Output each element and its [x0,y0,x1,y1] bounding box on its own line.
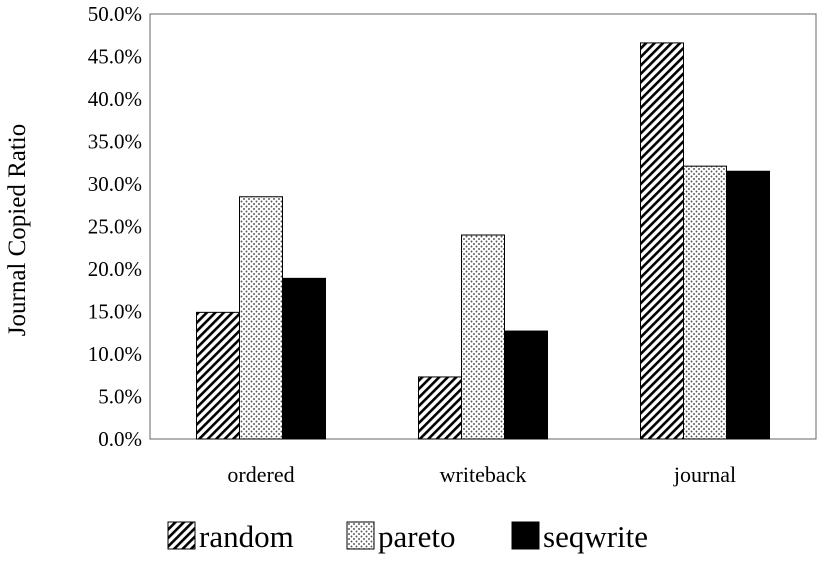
legend-swatch-seqwrite [511,521,540,550]
bars-group [196,42,770,440]
y-tick-label: 40.0% [88,87,142,111]
x-category-label: writeback [440,462,527,487]
y-axis-ticks: 0.0% 5.0% 10.0% 15.0% 20.0% 25.0% 30.0% 35.0% 40… [88,2,142,451]
x-category-label: journal [673,462,736,487]
legend-label-random: random [199,519,294,554]
legend-swatch-pareto [346,521,375,550]
y-tick-label: 5.0% [98,385,142,409]
y-tick-label: 10.0% [88,342,142,366]
x-category-label: ordered [227,462,294,487]
bar-pareto-journal [683,165,727,440]
legend-label-seqwrite: seqwrite [543,519,648,554]
y-tick-label: 25.0% [88,215,142,239]
y-axis-label: Journal Copied Ratio [4,124,31,336]
legend: random pareto seqwrite [167,519,648,554]
bar-random-journal [640,42,684,440]
bar-random-writeback [418,376,462,440]
y-tick-label: 35.0% [88,130,142,154]
bar-pareto-ordered [239,196,283,440]
y-tick-label: 20.0% [88,257,142,281]
bar-pareto-writeback [461,234,505,440]
y-tick-label: 45.0% [88,45,142,69]
bar-random-ordered [196,311,240,440]
y-tick-label: 15.0% [88,300,142,324]
bar-seqwrite-ordered [282,277,326,440]
legend-label-pareto: pareto [378,519,455,554]
bar-seqwrite-writeback [504,330,548,440]
x-axis-labels: ordered writeback journal [227,462,736,487]
y-tick-label: 0.0% [98,427,142,451]
y-tick-label: 50.0% [88,2,142,26]
legend-swatch-random [167,521,196,550]
bar-seqwrite-journal [726,170,770,440]
y-tick-label: 30.0% [88,172,142,196]
